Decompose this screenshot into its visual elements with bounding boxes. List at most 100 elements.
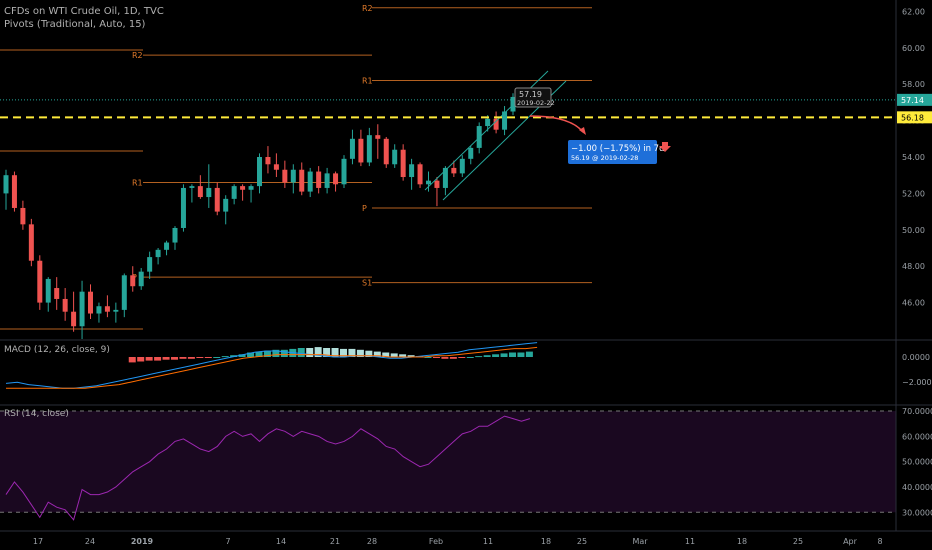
candle-body xyxy=(257,157,262,187)
macd-histogram-bar xyxy=(500,353,508,357)
candle-body xyxy=(459,158,465,174)
macd-histogram-bar xyxy=(424,357,432,358)
rsi-line xyxy=(5,415,531,521)
macd-histogram-bar xyxy=(238,354,246,357)
macd-histogram-bar xyxy=(323,348,331,357)
candle-body xyxy=(324,173,330,188)
x-tick-label: 8 xyxy=(877,537,882,546)
rsi-pane: RSI (14, close) 70.0000 60.0000 50.0000 40.0… xyxy=(0,407,932,521)
candle-body xyxy=(223,198,229,212)
macd-histogram-bar xyxy=(162,357,170,360)
projection-box[interactable] xyxy=(568,140,657,164)
macd-histogram-bar xyxy=(272,349,280,357)
candle-body xyxy=(434,180,440,188)
candle-body xyxy=(485,118,491,127)
macd-histogram-bar xyxy=(399,354,407,357)
candle-body xyxy=(79,291,85,327)
macd-histogram-bar xyxy=(137,357,145,362)
macd-histogram-bar xyxy=(509,352,516,357)
candle-body xyxy=(180,187,186,228)
candle-body xyxy=(451,167,457,174)
pivot-label: R2 xyxy=(362,4,373,13)
x-tick-label: 24 xyxy=(85,537,95,546)
candle-body xyxy=(282,169,288,183)
candle-body xyxy=(28,224,34,261)
price-pane: R2R2R1R1PPS1 xyxy=(0,4,896,339)
x-tick-label: 18 xyxy=(541,537,551,546)
candle-body xyxy=(96,306,102,314)
candle-body xyxy=(172,227,178,243)
pivots-legend[interactable]: Pivots (Traditional, Auto, 15) xyxy=(4,19,146,30)
price-tick-label: 48.00 xyxy=(902,262,925,271)
x-tick-label: 2019 xyxy=(131,537,154,546)
rsi-tick-label: 70.0000 xyxy=(902,407,932,416)
rsi-title: RSI (14, close) xyxy=(4,409,69,419)
x-tick-label: 11 xyxy=(685,537,695,546)
macd-histogram-bar xyxy=(449,357,457,359)
macd-histogram-bar xyxy=(483,355,491,357)
candle-body xyxy=(189,186,195,188)
macd-histogram-bar xyxy=(525,351,533,357)
projection-change: −1.00 (−1.75%) in 7d xyxy=(571,144,664,154)
x-tick-label: 14 xyxy=(276,537,286,546)
x-tick-label: Mar xyxy=(632,537,648,546)
pivot-label: R1 xyxy=(362,77,373,86)
projection-price: 56.19 xyxy=(571,154,590,162)
x-tick-label: 28 xyxy=(367,537,377,546)
candle-body xyxy=(349,138,355,159)
candle-body xyxy=(265,157,271,165)
x-tick-label: 18 xyxy=(737,537,747,546)
price-tick-label: 62.00 xyxy=(902,7,925,16)
candle-body xyxy=(502,111,508,130)
symbol-legend[interactable]: CFDs on WTI Crude Oil, 1D, TVC xyxy=(4,6,164,17)
macd-histogram-bar xyxy=(154,357,162,361)
candle-body xyxy=(273,164,279,170)
candle-body xyxy=(71,311,77,327)
rsi-band-fill xyxy=(0,411,896,513)
macd-tick-label: −2.0000 xyxy=(902,378,932,387)
price-tick-label: 54.00 xyxy=(902,153,925,162)
candle-body xyxy=(417,164,423,185)
macd-histogram-bar xyxy=(213,357,221,358)
annotation-price: 57.19 xyxy=(519,90,542,99)
candle-body xyxy=(375,135,381,139)
macd-histogram-bar xyxy=(230,355,238,357)
candle-body xyxy=(392,149,398,165)
macd-title: MACD (12, 26, close, 9) xyxy=(4,345,110,355)
macd-histogram-bar xyxy=(263,350,271,357)
x-tick-label: Apr xyxy=(843,537,858,546)
macd-histogram-bar xyxy=(492,354,500,357)
candle-body xyxy=(88,291,93,314)
macd-histogram-bar xyxy=(280,349,288,357)
candle-body xyxy=(155,249,161,258)
x-tick-label: 7 xyxy=(225,537,230,546)
macd-histogram-bar xyxy=(171,357,178,360)
macd-histogram-bar xyxy=(348,348,356,357)
candle-body xyxy=(333,173,339,185)
macd-histogram-bar xyxy=(466,357,474,358)
macd-histogram-bar xyxy=(331,348,339,357)
candle-body xyxy=(299,169,305,192)
macd-histogram-bar xyxy=(390,353,398,357)
rsi-tick-label: 50.0000 xyxy=(902,458,932,467)
price-tick-label: 46.00 xyxy=(902,299,925,308)
price-annotation-box[interactable] xyxy=(514,87,552,108)
candle-body xyxy=(493,118,499,130)
macd-histogram-bar xyxy=(458,357,466,358)
current-price-badge xyxy=(897,111,932,124)
macd-histogram-bar xyxy=(365,350,373,357)
candle-body xyxy=(130,275,136,287)
candle-body xyxy=(104,306,110,312)
candle-body xyxy=(307,171,313,192)
price-tick-label: 58.00 xyxy=(902,80,925,89)
candle-body xyxy=(62,298,68,312)
projection-date: @ 2019-02-28 xyxy=(592,154,638,162)
candle-body xyxy=(468,147,474,159)
price-tick-label: 52.00 xyxy=(902,189,925,198)
macd-histogram-bar xyxy=(204,357,212,358)
macd-histogram-bar xyxy=(407,355,415,357)
x-tick-label: 21 xyxy=(330,537,340,546)
